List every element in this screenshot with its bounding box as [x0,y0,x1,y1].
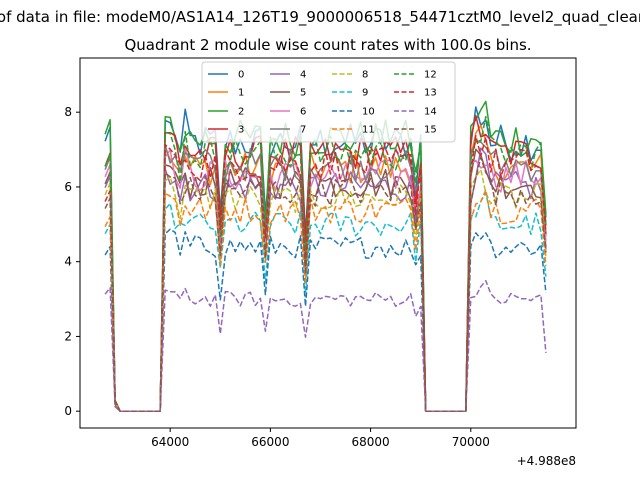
y-tick-label: 6 [64,180,72,194]
chart-title: Quadrant 2 module wise count rates with … [124,36,531,54]
legend-label: 3 [238,125,244,136]
x-tick-label: 70000 [452,435,490,449]
series-line-14 [104,279,547,412]
legend-item-4: 4 [270,70,306,81]
legend-item-13: 13 [394,88,437,99]
legend-item-11: 11 [332,125,375,136]
legend-item-6: 6 [270,107,306,118]
x-tick-label: 66000 [251,435,289,449]
legend-label: 9 [362,88,368,99]
series-line-9 [104,192,547,412]
legend-item-9: 9 [332,88,368,99]
legend-item-12: 12 [394,70,437,81]
legend-label: 15 [424,125,437,136]
x-axis: 64000 66000 68000 70000 [151,428,490,449]
legend-label: 4 [300,70,306,81]
legend-item-3: 3 [208,125,244,136]
y-tick-label: 4 [64,255,72,269]
series-line-13 [104,134,547,412]
legend-label: 11 [362,125,375,136]
legend-label: 2 [238,107,244,118]
figure-suptitle: Plot of data in file: modeM0/AS1A14_126T… [0,8,640,27]
legend-item-8: 8 [332,70,368,81]
y-tick-label: 2 [64,329,72,343]
legend-item-15: 15 [394,125,437,136]
legend-label: 5 [300,88,306,99]
legend-label: 14 [424,107,437,118]
legend-box [201,61,456,143]
plot-area [79,57,577,429]
x-tick-label: 68000 [351,435,389,449]
legend-item-14: 14 [394,107,437,118]
legend-item-2: 2 [208,107,244,118]
x-tick-label: 64000 [151,435,189,449]
legend-item-10: 10 [332,107,375,118]
y-tick-label: 8 [64,105,72,119]
legend-label: 10 [362,107,375,118]
legend-label: 1 [238,88,244,99]
y-tick-label: 0 [64,404,72,418]
legend-label: 12 [424,70,437,81]
legend-item-5: 5 [270,88,306,99]
series-layer [104,100,547,412]
legend-item-0: 0 [208,70,244,81]
series-line-5 [104,148,547,412]
legend-label: 13 [424,88,437,99]
y-axis: 0 2 4 6 8 [64,105,80,418]
legend-label: 7 [300,125,306,136]
series-line-15 [104,156,547,412]
series-line-10 [104,228,547,412]
legend-label: 8 [362,70,368,81]
series-line-11 [104,189,547,412]
legend-label: 6 [300,107,306,118]
legend-item-7: 7 [270,125,306,136]
series-line-8 [104,168,547,412]
legend-item-1: 1 [208,88,244,99]
x-offset-label: +4.988e8 [517,454,576,468]
legend-label: 0 [238,70,244,81]
axes-frame [79,57,577,429]
